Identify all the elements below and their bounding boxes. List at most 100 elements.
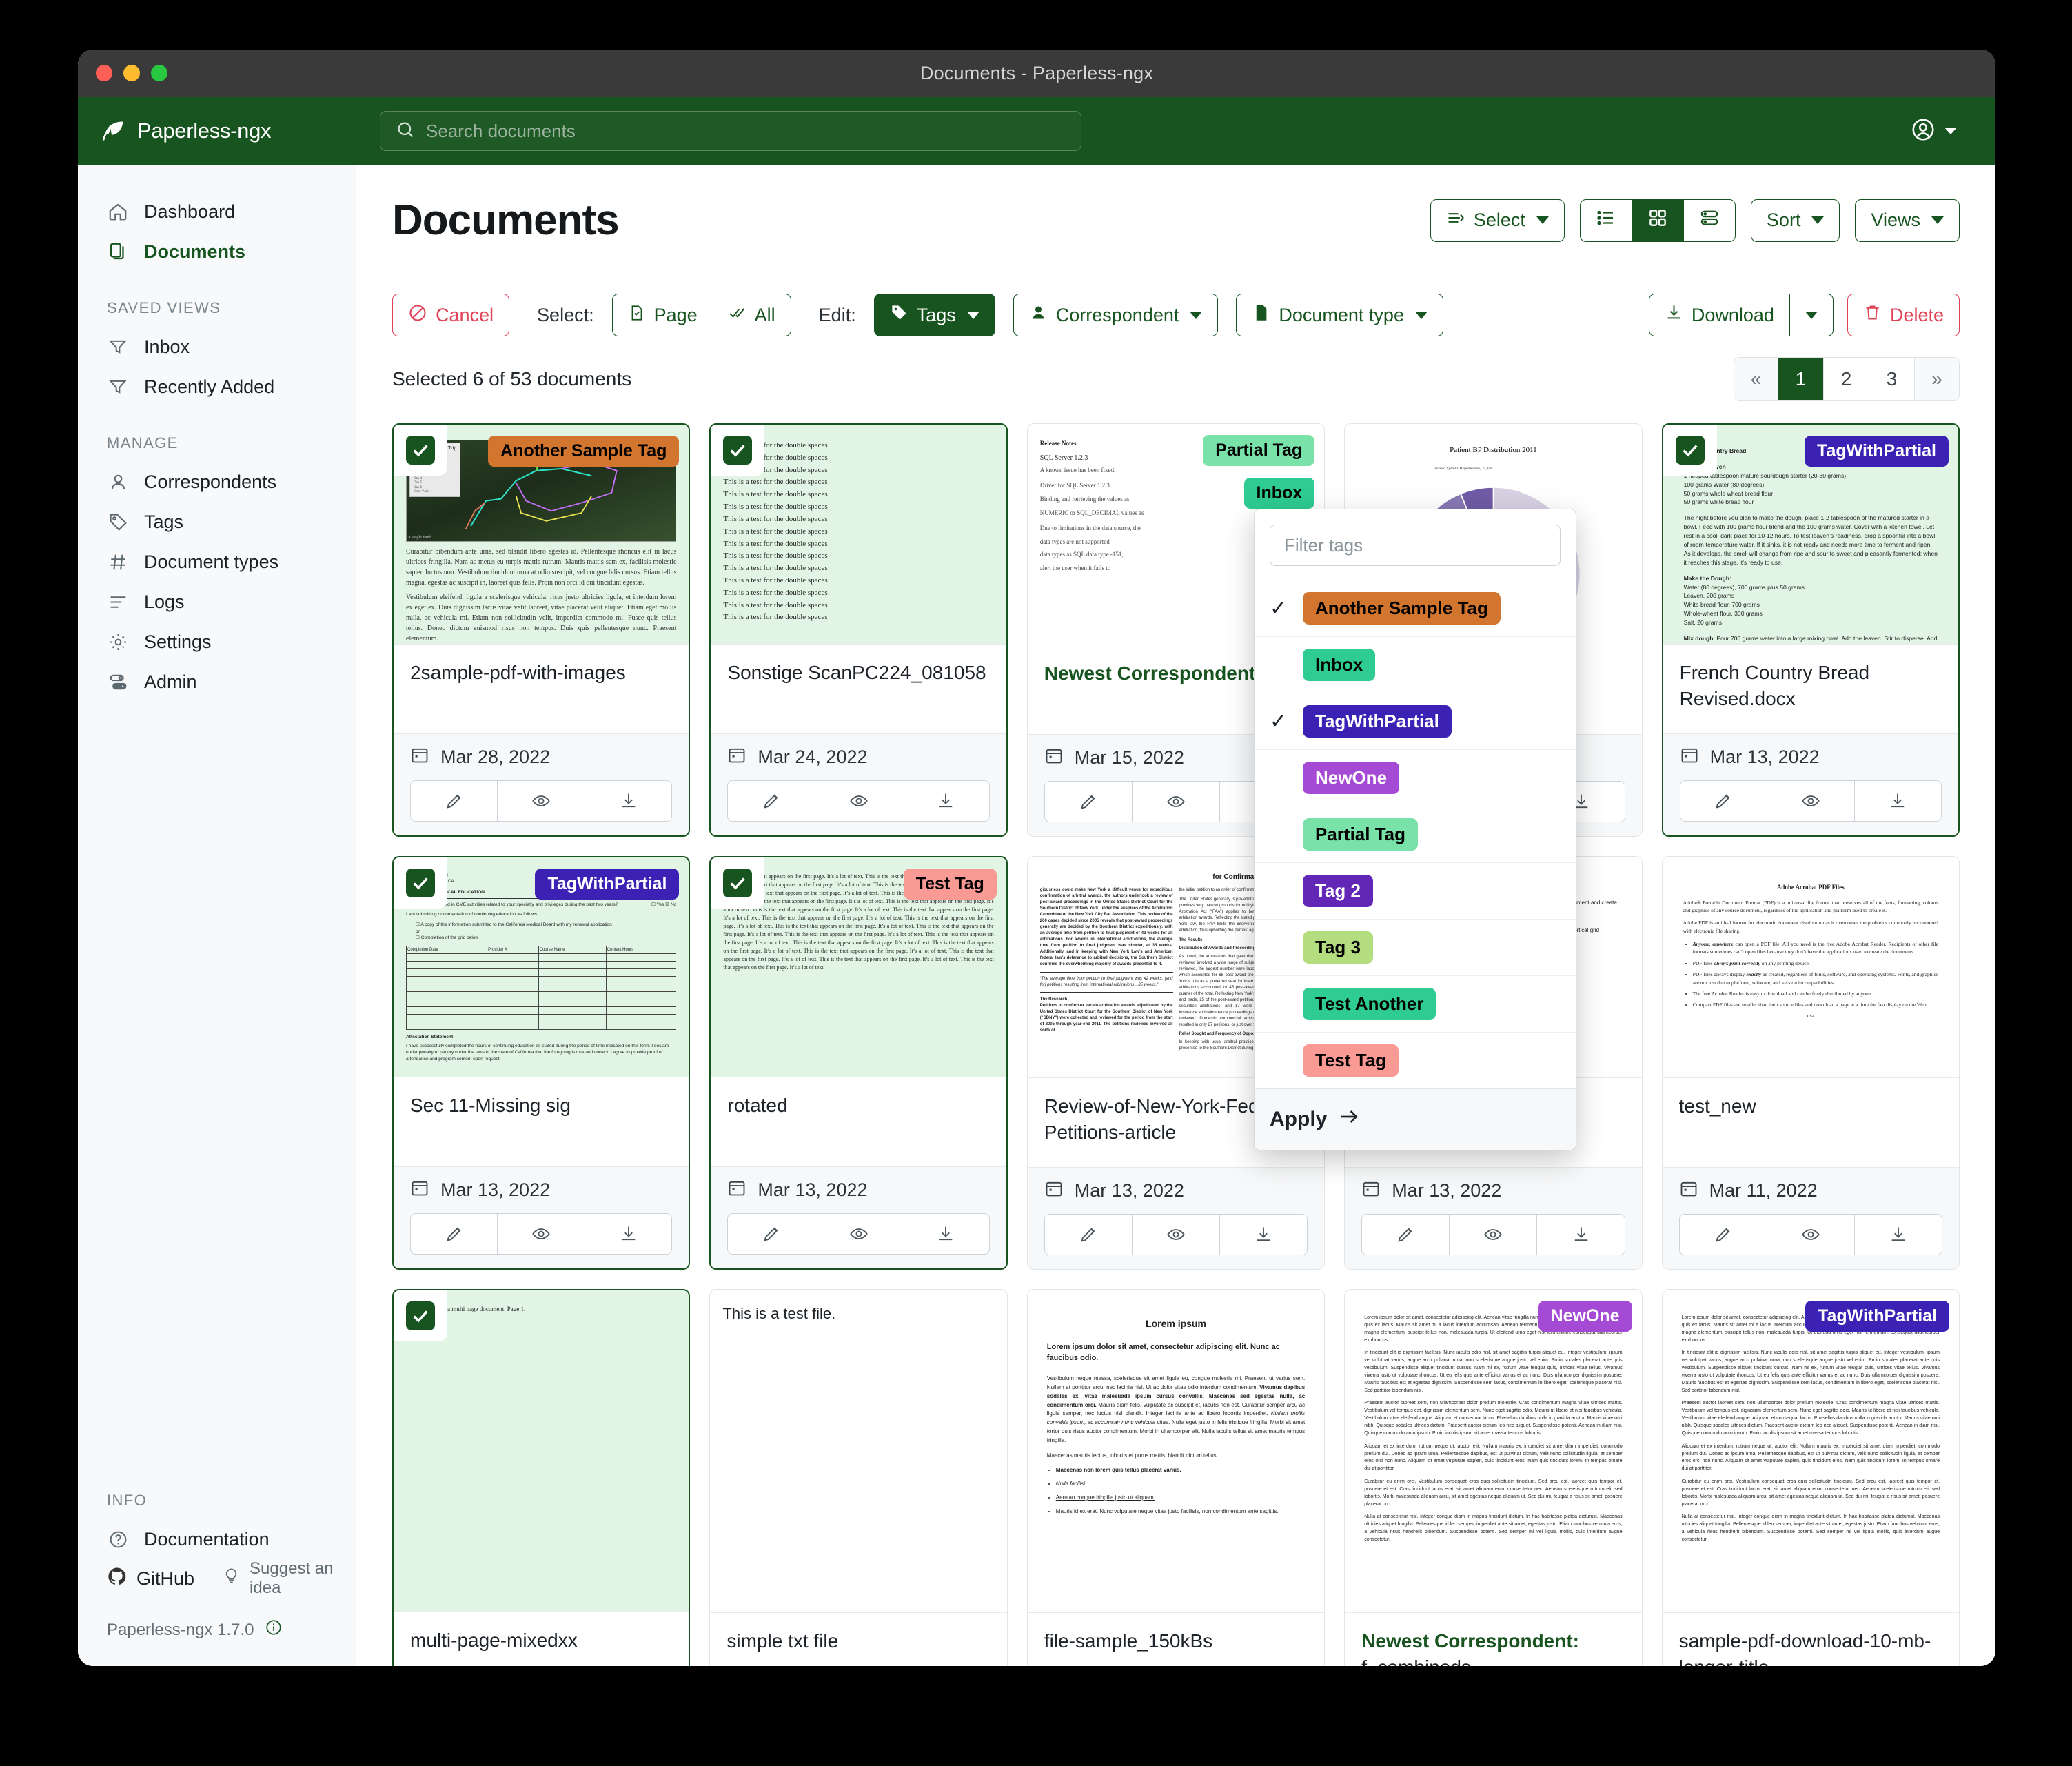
pagination-page-2[interactable]: 2 (1824, 358, 1869, 400)
maximize-window-button[interactable] (151, 65, 167, 81)
document-checkbox[interactable] (394, 1290, 447, 1341)
tag-option[interactable]: NewOne (1255, 749, 1576, 806)
edit-document-button[interactable] (411, 1214, 498, 1254)
document-checkbox[interactable] (711, 857, 765, 909)
document-tag-badge[interactable]: Partial Tag (1203, 435, 1315, 466)
view-mode-list-button[interactable] (1579, 199, 1632, 242)
pagination-prev[interactable]: « (1734, 358, 1778, 400)
tag-option[interactable]: ✓ TagWithPartial (1255, 693, 1576, 749)
edit-document-button[interactable] (728, 1214, 815, 1254)
account-icon[interactable] (1910, 116, 1936, 146)
document-preview[interactable]: TagWithPartialFrench Country BreadFor th… (1663, 425, 1958, 644)
document-card[interactable]: This is a test for the double spaces This… (709, 423, 1008, 837)
document-preview[interactable]: Lorem ipsum Lorem ipsum dolor sit amet, c… (1027, 1290, 1325, 1612)
download-document-button[interactable] (1854, 781, 1941, 821)
sidebar-item-settings[interactable]: Settings (78, 622, 356, 662)
sidebar-item-github[interactable]: GitHub (107, 1566, 194, 1592)
edit-document-button[interactable] (411, 781, 498, 821)
tag-option[interactable]: Test Another (1255, 975, 1576, 1032)
download-document-button[interactable] (902, 1214, 989, 1254)
chevron-down-icon[interactable] (1944, 128, 1957, 134)
sidebar-item-dashboard[interactable]: Dashboard (78, 192, 356, 232)
document-preview[interactable]: This is a test file. (710, 1290, 1007, 1612)
document-type-dropdown-button[interactable]: Document type (1236, 294, 1443, 336)
document-checkbox[interactable] (394, 425, 447, 476)
download-document-button[interactable] (902, 781, 989, 821)
download-document-button[interactable] (585, 1214, 672, 1254)
document-card[interactable]: Another Sample TagBoundary Waters Tripsi… (392, 423, 691, 837)
document-tag-badge[interactable]: Test Tag (903, 869, 997, 900)
pagination-page-1[interactable]: 1 (1778, 358, 1824, 400)
document-actions[interactable] (727, 780, 990, 822)
document-card[interactable]: a multi page document. Page 1. multi-page… (392, 1289, 691, 1666)
tag-option[interactable]: Tag 2 (1255, 862, 1576, 919)
view-document-button[interactable] (1132, 1215, 1221, 1255)
document-card[interactable]: TagWithPartialFrench Country BreadFor th… (1661, 423, 1960, 837)
document-preview[interactable]: Test Tag This is the text that appears on… (711, 857, 1006, 1077)
sort-dropdown-button[interactable]: Sort (1750, 199, 1840, 242)
edit-document-button[interactable] (728, 781, 815, 821)
document-preview[interactable]: This is a test for the double spaces This… (711, 425, 1006, 644)
download-document-button[interactable] (1854, 1215, 1942, 1255)
document-preview[interactable]: a multi page document. Page 1. (394, 1290, 689, 1612)
download-options-button[interactable] (1789, 294, 1834, 336)
close-window-button[interactable] (96, 65, 112, 81)
document-checkbox[interactable] (1663, 425, 1717, 476)
document-preview[interactable]: Adobe Acrobat PDF Files Adobe® Portable D… (1662, 857, 1959, 1077)
sidebar-item-tags[interactable]: Tags (78, 502, 356, 542)
document-card[interactable]: Adobe Acrobat PDF Files Adobe® Portable D… (1661, 856, 1960, 1270)
sidebar-item-recently-added[interactable]: Recently Added (78, 367, 356, 407)
document-card[interactable]: TagWithPartialMedical Staff MembersHospi… (392, 856, 691, 1270)
search-box[interactable] (380, 111, 1081, 151)
document-tag-badge[interactable]: TagWithPartial (1805, 436, 1949, 467)
document-tag-badge[interactable]: Another Sample Tag (488, 436, 680, 467)
delete-button[interactable]: Delete (1847, 294, 1960, 336)
tags-dropdown-menu[interactable]: ✓ Another Sample Tag Inbox ✓ TagWithPartial N… (1254, 509, 1576, 1150)
sidebar-item-logs[interactable]: Logs (78, 582, 356, 622)
document-checkbox[interactable] (394, 857, 447, 909)
sidebar-item-documentation[interactable]: Documentation (78, 1519, 356, 1559)
view-document-button[interactable] (815, 781, 903, 821)
tag-option[interactable]: Partial Tag (1255, 806, 1576, 862)
tag-option[interactable]: Inbox (1255, 636, 1576, 693)
document-actions[interactable] (410, 1213, 673, 1255)
view-document-button[interactable] (498, 781, 585, 821)
sidebar-item-suggest-idea[interactable]: Suggest an idea (222, 1559, 356, 1598)
search-input[interactable] (426, 120, 1066, 142)
document-actions[interactable] (727, 1213, 990, 1255)
document-card[interactable]: for Confirmation Petitions andgiousness … (1026, 856, 1326, 1270)
download-document-button[interactable] (585, 781, 672, 821)
view-mode-details-button[interactable] (1683, 199, 1736, 242)
document-tag-badge[interactable]: TagWithPartial (535, 869, 680, 900)
document-card[interactable]: This is a test file. simple txt file (709, 1289, 1008, 1666)
document-preview[interactable]: Another Sample TagBoundary Waters Tripsi… (394, 425, 689, 644)
document-actions[interactable] (1361, 1214, 1625, 1255)
info-icon[interactable] (265, 1618, 283, 1641)
edit-document-button[interactable] (1679, 1215, 1767, 1255)
download-group[interactable]: Download (1648, 294, 1834, 336)
edit-document-button[interactable] (1044, 782, 1133, 822)
document-card[interactable]: Lorem ipsum Lorem ipsum dolor sit amet, c… (1026, 1289, 1326, 1666)
filter-tags-input[interactable] (1270, 525, 1561, 566)
view-document-button[interactable] (1450, 1215, 1538, 1255)
document-preview[interactable]: NewOne Lorem ipsum dolor sit amet, consec… (1345, 1290, 1642, 1612)
download-button[interactable]: Download (1648, 294, 1789, 336)
download-document-button[interactable] (1537, 1215, 1625, 1255)
brand[interactable]: Paperless-ngx (101, 119, 380, 143)
edit-document-button[interactable] (1680, 781, 1768, 821)
document-card[interactable]: NewOne Lorem ipsum dolor sit amet, consec… (1344, 1289, 1643, 1666)
view-document-button[interactable] (1132, 782, 1221, 822)
document-tag-badge[interactable]: TagWithPartial (1805, 1301, 1949, 1332)
document-tag-badge[interactable]: NewOne (1538, 1301, 1632, 1332)
document-card[interactable]: Test Tag This is the text that appears on… (709, 856, 1008, 1270)
minimize-window-button[interactable] (123, 65, 140, 81)
view-document-button[interactable] (1767, 781, 1855, 821)
cancel-button[interactable]: Cancel (392, 294, 510, 336)
document-actions[interactable] (1678, 1214, 1942, 1255)
document-checkbox[interactable] (711, 425, 765, 476)
pagination-next[interactable]: » (1915, 358, 1959, 400)
document-preview[interactable]: TagWithPartial Lorem ipsum dolor sit amet… (1662, 1290, 1959, 1612)
document-tag-badge[interactable]: Inbox (1243, 478, 1315, 509)
pagination-page-3[interactable]: 3 (1869, 358, 1915, 400)
sidebar-item-document-types[interactable]: Document types (78, 542, 356, 582)
